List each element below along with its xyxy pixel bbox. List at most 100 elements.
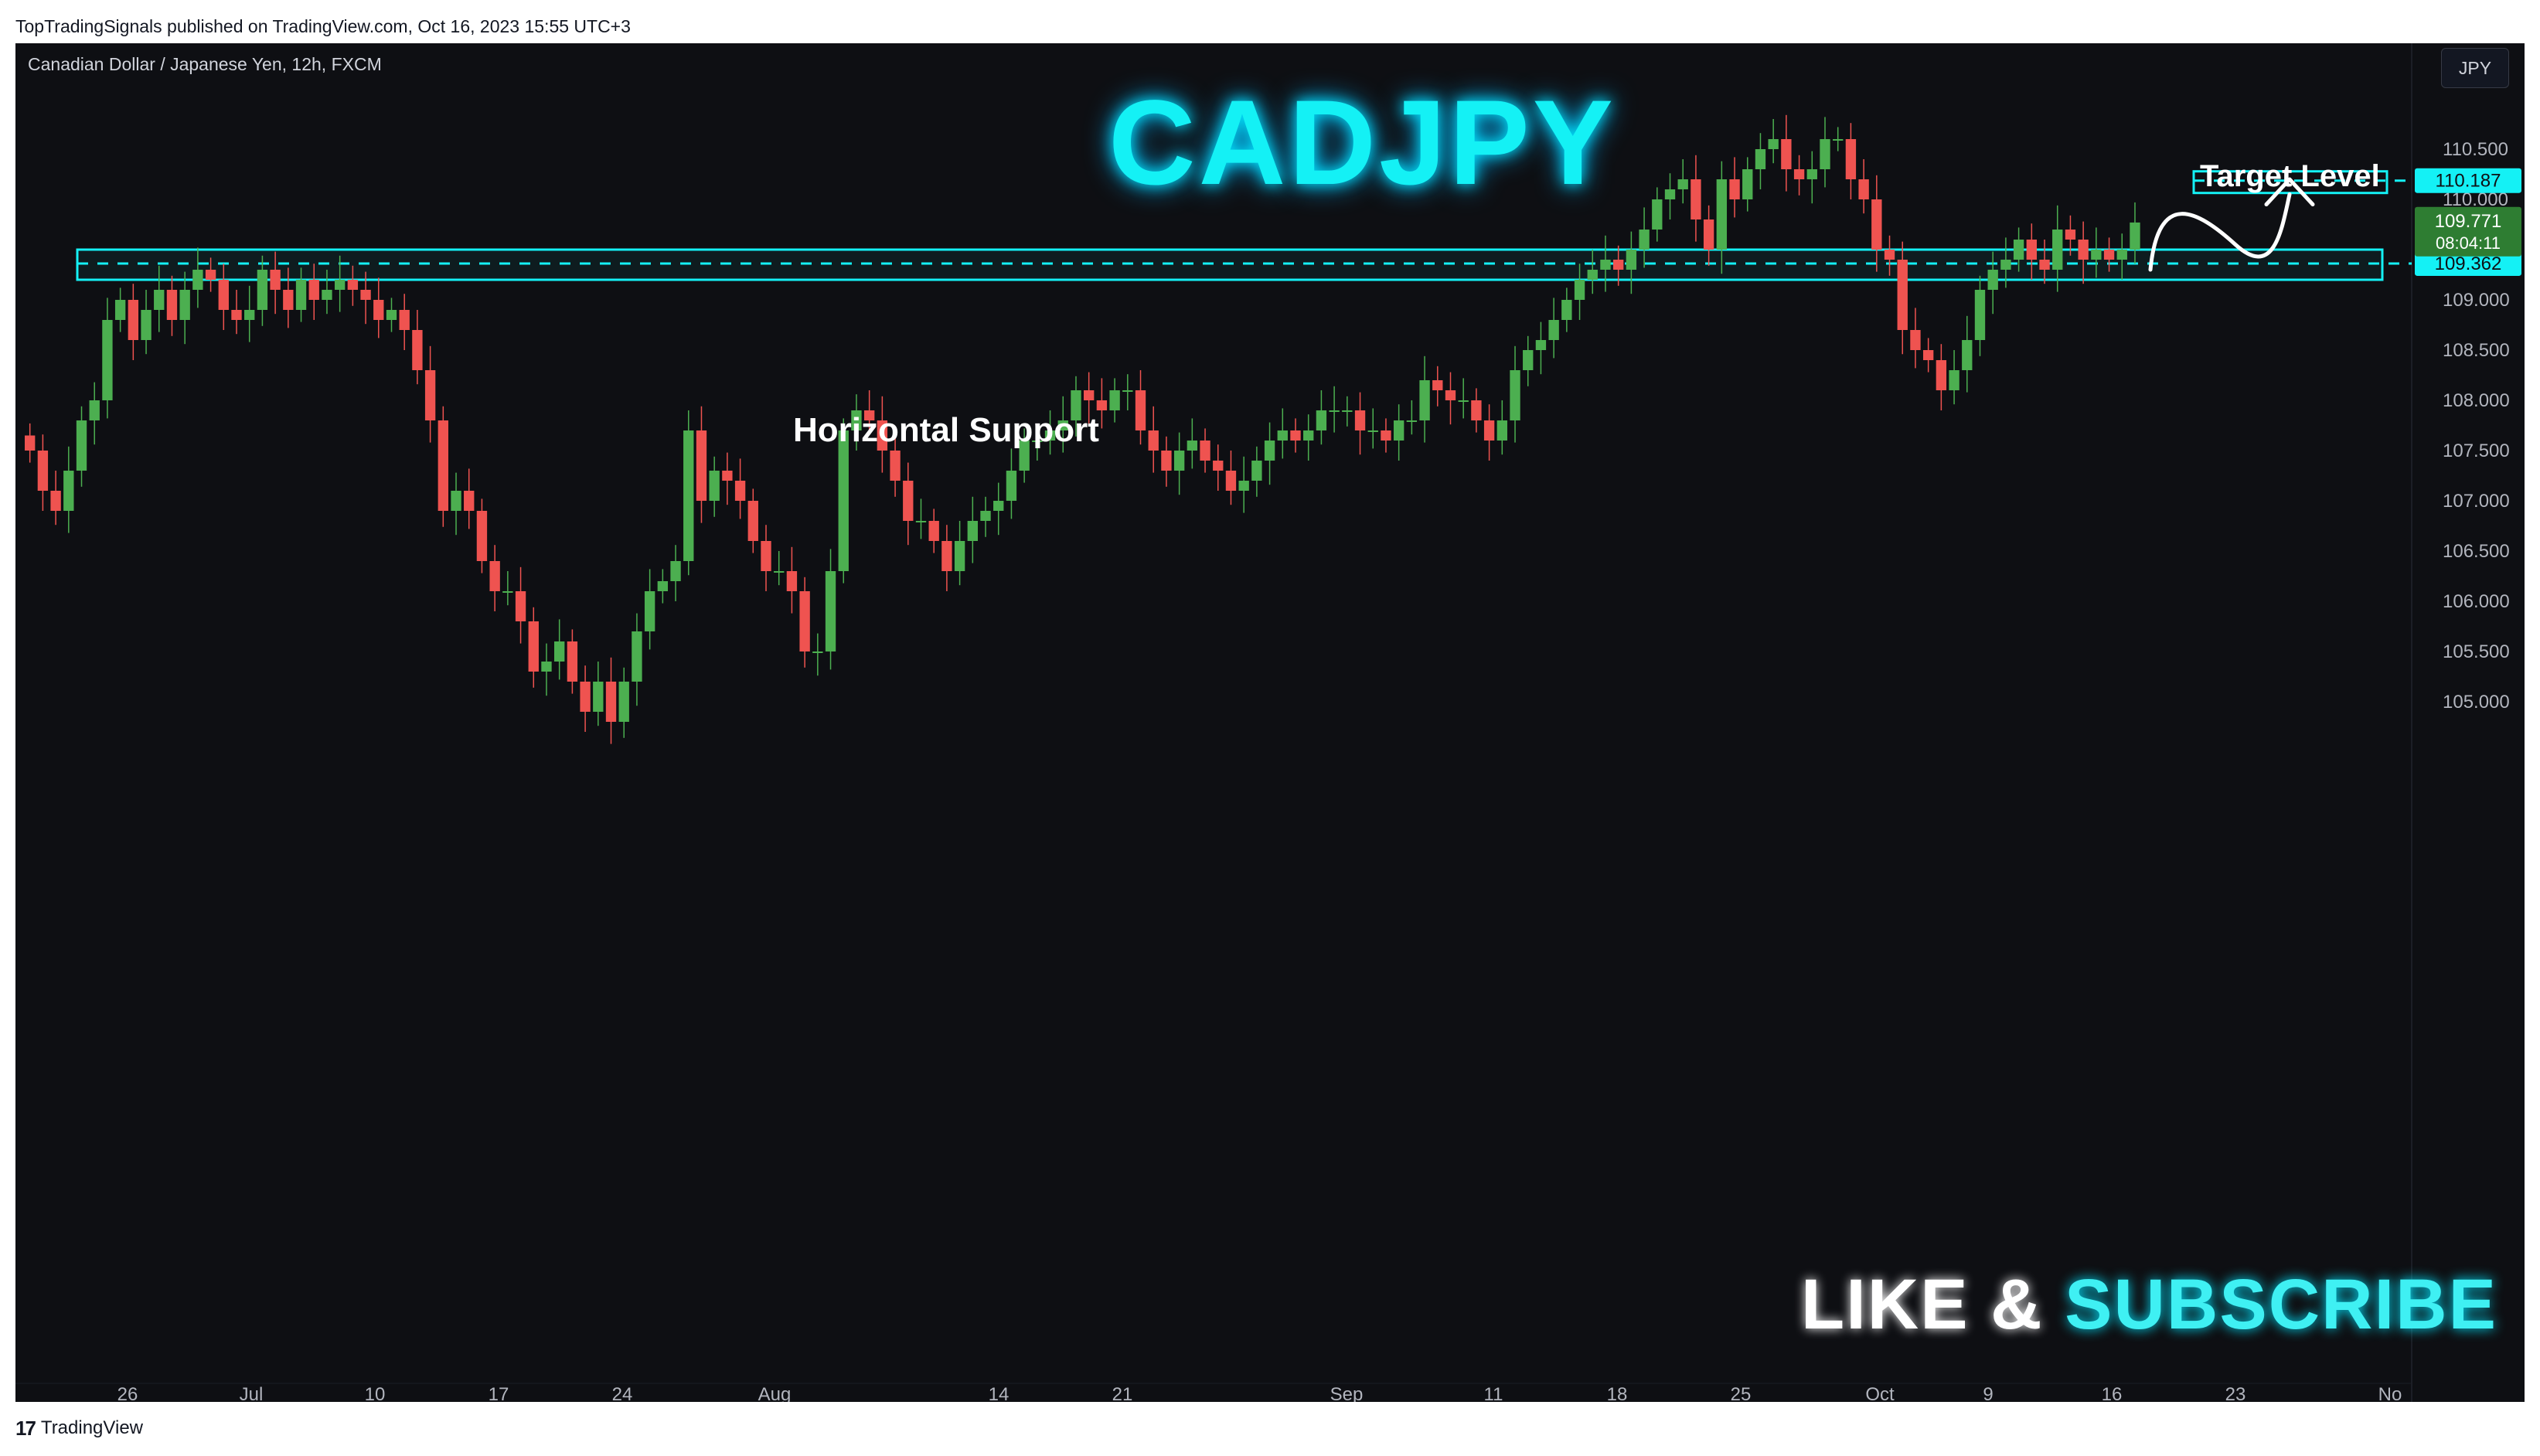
candle-up <box>1949 370 1959 390</box>
candle-down <box>1871 199 1882 250</box>
candle-up <box>1277 430 1288 441</box>
candle-up <box>980 511 991 521</box>
candle-down <box>605 682 617 722</box>
candle-up <box>1419 380 1430 420</box>
candle-up <box>386 310 397 320</box>
candle-up <box>1626 250 1637 270</box>
candle-down <box>928 521 939 541</box>
target-price-badge <box>2415 168 2521 193</box>
candle-down <box>1471 400 1482 420</box>
candle-up <box>709 471 720 501</box>
x-tick-label: 18 <box>1607 1384 1628 1402</box>
candle-down <box>205 270 216 280</box>
candle-up <box>2130 222 2140 250</box>
candle-up <box>774 571 785 573</box>
candle-up <box>1535 340 1547 350</box>
x-tick-label: Jul <box>240 1384 264 1402</box>
candle-up <box>1820 139 1830 169</box>
projection-curve <box>2148 192 2292 272</box>
candle-down <box>1225 471 1237 491</box>
candle-up <box>179 290 190 320</box>
countdown-label: 08:04:11 <box>2436 233 2501 253</box>
candle-down <box>37 451 49 491</box>
candle-down <box>1381 430 1391 441</box>
candle-up <box>1367 430 1378 432</box>
chart-panel[interactable]: 110.500110.000109.500109.000108.500108.0… <box>15 43 2525 1402</box>
candle-up <box>334 280 346 290</box>
candlestick-chart[interactable]: 110.500110.000109.500109.000108.500108.0… <box>15 43 2525 1402</box>
candle-up <box>1742 169 1753 199</box>
candle-up <box>1393 420 1404 441</box>
candle-up <box>657 581 669 591</box>
candle-down <box>734 481 746 501</box>
candle-down <box>360 290 371 300</box>
candle-down <box>799 591 810 651</box>
candle-up <box>502 591 513 593</box>
candle-up <box>1173 451 1185 471</box>
candle-up <box>1806 169 1817 179</box>
candle-down <box>1483 420 1495 441</box>
candle-down <box>1845 139 1857 179</box>
candle-up <box>2013 240 2024 260</box>
candle-down <box>347 280 359 290</box>
candle-up <box>322 290 332 300</box>
candle-up <box>1406 420 1418 422</box>
candle-down <box>1354 410 1366 430</box>
candle-up <box>993 501 1004 511</box>
candle-down <box>1793 169 1805 179</box>
candle-down <box>1135 390 1146 430</box>
candle-up <box>1548 320 1559 340</box>
candle-down <box>1910 330 1921 350</box>
candle-down <box>1884 250 1895 260</box>
candle-up <box>1523 350 1534 370</box>
candle-up <box>154 290 165 310</box>
candle-up <box>683 430 694 561</box>
currency-button[interactable]: JPY <box>2441 48 2509 88</box>
candle-down <box>1200 441 1210 461</box>
symbol-legend[interactable]: Canadian Dollar / Japanese Yen, 12h, FXC… <box>28 54 382 74</box>
candle-up <box>1833 139 1844 141</box>
x-tick-label: 23 <box>2225 1384 2246 1402</box>
footer-brand[interactable]: 17 TradingView <box>15 1413 143 1444</box>
candle-down <box>1613 260 1624 270</box>
x-tick-label: Oct <box>1865 1384 1895 1402</box>
candle-down <box>1729 179 1740 199</box>
candle-up <box>1587 270 1598 280</box>
candle-down <box>1690 179 1701 219</box>
support-label: Horizontal Support <box>793 411 1099 449</box>
candle-down <box>270 270 281 290</box>
candle-down <box>515 591 526 621</box>
candle-up <box>1496 420 1507 441</box>
y-tick-label: 105.000 <box>2443 692 2510 713</box>
candle-up <box>812 651 823 653</box>
candle-down <box>373 300 384 320</box>
candle-up <box>2116 250 2127 260</box>
candle-up <box>2091 250 2102 260</box>
x-tick-label: Sep <box>1330 1384 1364 1402</box>
candle-down <box>1897 260 1908 330</box>
target-price-label: 110.187 <box>2436 171 2501 192</box>
candle-up <box>114 300 126 320</box>
candle-down <box>890 451 901 481</box>
y-tick-label: 107.500 <box>2443 441 2510 461</box>
candle-up <box>63 471 74 511</box>
candle-down <box>25 435 36 451</box>
candle-down <box>1445 390 1456 400</box>
candle-up <box>1600 260 1611 270</box>
candle-down <box>696 430 707 501</box>
candle-up <box>825 571 836 651</box>
support-price-badge <box>2415 250 2521 276</box>
candle-down <box>489 561 500 591</box>
x-tick-label: 14 <box>989 1384 1010 1402</box>
tradingview-logo-icon: 17 <box>15 1417 36 1440</box>
candle-down <box>567 641 578 682</box>
candle-up <box>1652 199 1663 230</box>
candle-up <box>1574 280 1585 300</box>
candle-down <box>438 420 448 511</box>
candle-down <box>464 491 475 511</box>
candle-up <box>954 541 965 571</box>
x-tick-label: 9 <box>1983 1384 1993 1402</box>
candle-up <box>2000 260 2011 270</box>
candle-up <box>618 682 629 722</box>
candle-down <box>786 571 798 591</box>
